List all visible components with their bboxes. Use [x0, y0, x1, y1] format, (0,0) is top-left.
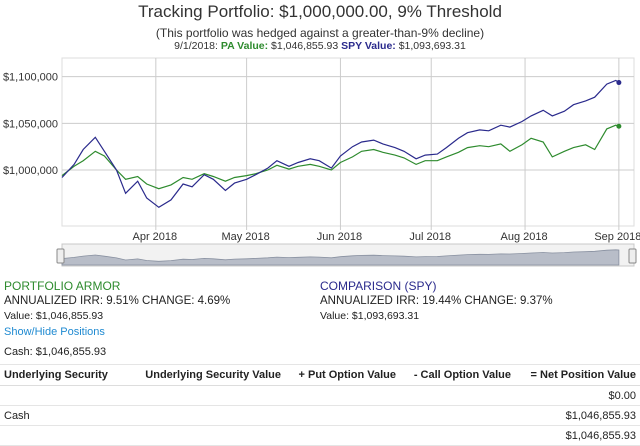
navigator-right-handle[interactable]: [628, 248, 637, 264]
cell-security: [0, 385, 120, 406]
spy-summary-irr: ANNUALIZED IRR: 19.44% CHANGE: 9.37%: [320, 295, 553, 307]
spy-summary-title: COMPARISON (SPY): [320, 279, 437, 293]
pa-summary: PORTFOLIO ARMOR ANNUALIZED IRR: 9.51% CH…: [4, 279, 230, 324]
chart-grid: [61, 57, 635, 230]
legend-date: 9/1/2018:: [174, 40, 218, 52]
legend-spy-label: SPY Value:: [341, 40, 396, 52]
pa-value-line: [61, 124, 620, 190]
table-row: Cash $1,046,855.93: [0, 405, 640, 426]
cell-net-value: $1,046,855.93: [515, 405, 640, 426]
chart-series: [61, 79, 622, 209]
cell-underlying-value: [120, 385, 285, 406]
pa-summary-title: PORTFOLIO ARMOR: [4, 279, 121, 293]
col-underlying-security: Underlying Security: [0, 364, 120, 386]
y-tick-label: $1,000,000: [3, 165, 58, 177]
table-row: $1,046,855.93: [0, 425, 640, 446]
cell-put-value: [285, 405, 400, 426]
cell-put-value: [285, 425, 400, 446]
spy-summary: COMPARISON (SPY) ANNUALIZED IRR: 19.44% …: [320, 279, 553, 324]
navigator-left-handle[interactable]: [56, 248, 65, 264]
positions-table: Underlying Security Underlying Security …: [0, 364, 640, 446]
cell-call-value: [400, 425, 515, 446]
cell-security: Cash: [0, 405, 120, 426]
portfolio-chart[interactable]: $1,000,000 $1,050,000 $1,100,000 Apr 2018 M…: [0, 0, 640, 270]
plot-area: [61, 57, 635, 227]
y-tick-label: $1,050,000: [3, 118, 58, 130]
x-tick-label: May 2018: [221, 231, 269, 243]
navigator-area: [61, 249, 620, 266]
pa-summary-value: Value: $1,046,855.93: [4, 310, 104, 322]
col-call-option-value: - Call Option Value: [400, 364, 515, 386]
cell-underlying-value: [120, 425, 285, 446]
cell-security: [0, 425, 120, 446]
show-hide-positions-link[interactable]: Show/Hide Positions: [4, 326, 105, 338]
col-put-option-value: + Put Option Value: [285, 364, 400, 386]
col-net-position-value: = Net Position Value: [515, 364, 640, 386]
cell-call-value: [400, 385, 515, 406]
x-tick-label: Aug 2018: [500, 231, 547, 243]
cell-net-value: $1,046,855.93: [515, 425, 640, 446]
legend-spy-value: $1,093,693.31: [398, 40, 466, 52]
table-header-row: Underlying Security Underlying Security …: [0, 364, 640, 386]
pa-summary-irr: ANNUALIZED IRR: 9.51% CHANGE: 4.69%: [4, 295, 231, 307]
y-axis: $1,000,000 $1,050,000 $1,100,000: [3, 72, 58, 177]
series-end-point: [616, 123, 622, 129]
y-tick-label: $1,100,000: [3, 72, 58, 84]
x-tick-label: Sep 2018: [594, 231, 640, 243]
legend-pa-label: PA Value:: [220, 40, 269, 52]
x-tick-label: Jun 2018: [317, 231, 362, 243]
col-underlying-value: Underlying Security Value: [120, 364, 285, 386]
spy-summary-value: Value: $1,093,693.31: [320, 310, 420, 322]
chart-legend: 9/1/2018: PA Value: $1,046,855.93 SPY Va…: [0, 40, 640, 52]
x-tick-label: Jul 2018: [409, 231, 451, 243]
legend-pa-value: $1,046,855.93: [271, 40, 339, 52]
chart-subtitle: (This portfolio was hedged against a gre…: [155, 26, 485, 40]
table-row: $0.00: [0, 385, 640, 406]
series-end-point: [616, 80, 622, 86]
x-tick-label: Apr 2018: [132, 231, 177, 243]
x-axis: Apr 2018 May 2018 Jun 2018 Jul 2018 Aug 2018…: [132, 231, 640, 243]
cash-summary: Cash: $1,046,855.93: [4, 346, 107, 358]
range-navigator[interactable]: [56, 243, 637, 267]
cell-underlying-value: [120, 405, 285, 426]
cell-put-value: [285, 385, 400, 406]
chart-title: Tracking Portfolio: $1,000,000.00, 9% Th…: [138, 2, 502, 21]
spy-value-line: [61, 79, 620, 209]
cell-net-value: $0.00: [515, 385, 640, 406]
cell-call-value: [400, 405, 515, 426]
